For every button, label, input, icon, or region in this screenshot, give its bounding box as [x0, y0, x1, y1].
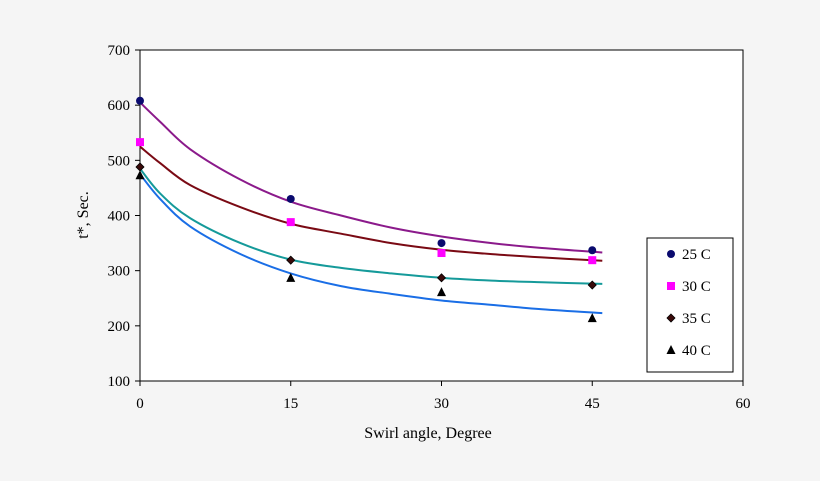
data-point-series-0	[286, 194, 295, 203]
data-point-series-0	[588, 246, 597, 255]
fit-line-series-2	[139, 167, 603, 285]
x-tick-label: 0	[136, 396, 144, 412]
legend-marker-0	[667, 250, 675, 258]
data-point-series-0	[437, 239, 446, 248]
data-point-series-1	[286, 218, 295, 227]
x-axis: 0 15 30 45 60	[136, 381, 751, 412]
data-point-series-1	[588, 256, 597, 265]
data-points	[135, 96, 597, 323]
x-axis-label: Swirl angle, Degree	[364, 425, 492, 442]
y-tick-label: 100	[108, 374, 131, 390]
x-tick-label: 15	[283, 396, 298, 412]
legend-label: 40 C	[682, 343, 711, 359]
y-tick-label: 600	[108, 98, 131, 114]
legend-marker-1	[667, 282, 675, 290]
legend-box	[646, 237, 734, 373]
y-axis: 100 200 300 400 500 600 700	[108, 43, 140, 390]
y-tick-label: 300	[108, 264, 131, 280]
data-point-series-1	[437, 249, 446, 258]
fit-lines	[139, 101, 603, 315]
y-tick-label: 500	[108, 153, 131, 169]
x-tick-label: 60	[736, 396, 751, 412]
y-tick-label: 700	[108, 43, 131, 59]
legend: 25 C 30 C 35 C 40 C	[646, 237, 734, 373]
legend-label: 25 C	[682, 247, 711, 263]
data-point-series-3	[286, 272, 296, 282]
legend-label: 35 C	[682, 311, 711, 327]
data-point-series-3	[135, 170, 145, 180]
legend-label: 30 C	[682, 279, 711, 295]
y-tick-label: 400	[108, 209, 131, 225]
fit-line-series-1	[139, 145, 603, 262]
data-point-series-2	[286, 255, 296, 265]
data-point-series-3	[437, 287, 446, 297]
data-point-series-1	[136, 138, 144, 147]
y-axis-label: t*, Sec.	[75, 191, 92, 239]
fit-line-series-3	[139, 173, 603, 315]
data-point-series-2	[587, 280, 597, 290]
data-point-series-2	[436, 273, 447, 283]
plot-area	[139, 49, 744, 382]
x-tick-label: 45	[585, 396, 600, 412]
legend-marker-2	[666, 313, 676, 323]
data-point-series-0	[136, 96, 144, 105]
y-tick-label: 200	[108, 319, 131, 335]
legend-marker-3	[666, 345, 676, 354]
data-point-series-3	[587, 313, 597, 323]
x-tick-label: 30	[434, 396, 449, 412]
fit-line-series-0	[139, 101, 603, 254]
